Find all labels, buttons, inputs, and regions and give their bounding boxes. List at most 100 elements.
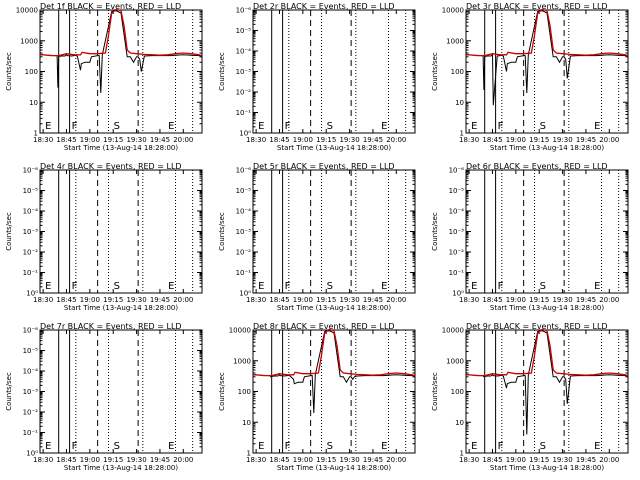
panel-det8r: Det 8r BLACK = Events, RED = LLD 18:30 18:… <box>218 322 416 472</box>
x-axis-label: Start Time (13-Aug-14 18:28:00) <box>277 304 391 312</box>
y-tick-label: 10 <box>455 99 464 107</box>
x-tick-label: 19:30 <box>552 136 572 144</box>
x-tick-label: 18:30 <box>459 136 479 144</box>
x-tick-label: 19:15 <box>316 296 336 304</box>
interval-marker-label: S <box>114 281 120 292</box>
x-tick-label: 18:30 <box>33 136 53 144</box>
x-tick-label: 19:00 <box>506 456 526 464</box>
y-tick-label: 10000 <box>442 327 464 335</box>
y-tick-label: 10⁻⁶ <box>23 167 39 175</box>
y-tick-label: 10⁻² <box>236 89 252 97</box>
x-tick-label: 19:00 <box>80 136 100 144</box>
y-tick-label: 1000 <box>446 37 464 45</box>
y-tick-label: 10⁻¹ <box>236 269 252 277</box>
plot-frame <box>252 9 416 134</box>
x-tick-label: 18:45 <box>269 136 289 144</box>
interval-marker-label: F <box>498 281 504 292</box>
y-tick-label: 10⁻⁴ <box>236 208 252 216</box>
y-tick-label: 100 <box>451 68 464 76</box>
series-line-lld <box>465 328 629 377</box>
interval-marker-label: E <box>381 281 387 292</box>
interval-marker-label: F <box>72 281 78 292</box>
x-tick-label: 20:00 <box>386 456 406 464</box>
y-tick-label: 1000 <box>446 357 464 365</box>
x-tick-label: 19:30 <box>339 456 359 464</box>
x-tick-label: 19:45 <box>363 136 383 144</box>
x-tick-label: 19:00 <box>506 136 526 144</box>
y-tick-label: 10 <box>242 419 251 427</box>
y-tick-label: 10⁻⁵ <box>236 187 252 195</box>
x-tick-label: 18:30 <box>246 136 266 144</box>
y-tick-label: 10⁻¹ <box>23 429 39 437</box>
x-tick-label: 19:45 <box>150 456 170 464</box>
plot-frame <box>252 329 416 454</box>
x-tick-label: 19:30 <box>552 456 572 464</box>
plot-frame <box>465 329 629 454</box>
x-tick-label: 20:00 <box>599 136 619 144</box>
y-tick-label: 10⁻³ <box>449 228 465 236</box>
x-tick-label: 18:45 <box>482 456 502 464</box>
y-tick-label: 10⁻⁶ <box>236 167 252 175</box>
y-tick-label: 10⁻⁶ <box>236 7 252 15</box>
panel-det7r: Det 7r BLACK = Events, RED = LLD 18:30 18:… <box>5 322 203 472</box>
series-line-lld <box>39 8 203 57</box>
x-tick-label: 19:45 <box>576 136 596 144</box>
x-tick-label: 19:00 <box>293 456 313 464</box>
x-axis-label: Start Time (13-Aug-14 18:28:00) <box>64 144 178 152</box>
x-tick-label: 18:45 <box>56 296 76 304</box>
y-tick-label: 10⁻³ <box>23 228 39 236</box>
x-tick-label: 18:30 <box>459 456 479 464</box>
x-tick-label: 19:00 <box>293 136 313 144</box>
y-tick-label: 10⁻⁵ <box>23 187 39 195</box>
x-tick-label: 19:30 <box>552 296 572 304</box>
y-axis-label: Counts/sec <box>431 52 439 91</box>
panel-det6r: Det 6r BLACK = Events, RED = LLD 18:30 18:… <box>431 162 629 312</box>
x-tick-label: 19:15 <box>529 136 549 144</box>
y-tick-label: 10000 <box>16 7 38 15</box>
x-tick-label: 19:00 <box>506 296 526 304</box>
panel-det1f: Det 1f BLACK = Events, RED = LLD 18:30 18:… <box>5 2 203 152</box>
panel-title: Det 3r BLACK = Events, RED = LLD <box>466 2 608 11</box>
y-axis-label: Counts/sec <box>5 212 13 251</box>
y-tick-label: 10⁰ <box>239 290 251 298</box>
panel-title: Det 4r BLACK = Events, RED = LLD <box>40 162 182 171</box>
y-tick-label: 1000 <box>233 357 251 365</box>
y-tick-label: 10⁰ <box>452 290 464 298</box>
y-tick-label: 10⁻⁴ <box>236 48 252 56</box>
x-tick-label: 20:00 <box>173 296 193 304</box>
x-tick-label: 18:45 <box>482 296 502 304</box>
panel-det4r: Det 4r BLACK = Events, RED = LLD 18:30 18:… <box>5 162 203 312</box>
interval-marker-label: E <box>258 441 264 452</box>
interval-marker-label: E <box>168 121 174 132</box>
x-axis-label: Start Time (13-Aug-14 18:28:00) <box>277 464 391 472</box>
x-tick-label: 18:30 <box>33 456 53 464</box>
x-tick-label: 19:45 <box>363 296 383 304</box>
y-tick-label: 10⁻⁴ <box>23 208 39 216</box>
panel-title: Det 1f BLACK = Events, RED = LLD <box>40 2 181 11</box>
interval-marker-label: E <box>381 441 387 452</box>
series-line-lld <box>465 8 629 57</box>
x-tick-label: 20:00 <box>173 456 193 464</box>
x-tick-label: 19:15 <box>316 456 336 464</box>
x-tick-label: 19:30 <box>126 136 146 144</box>
panel-det2r: Det 2r BLACK = Events, RED = LLD 18:30 18:… <box>218 2 416 152</box>
x-axis-label: Start Time (13-Aug-14 18:28:00) <box>490 464 604 472</box>
panel-det5r: Det 5r BLACK = Events, RED = LLD 18:30 18:… <box>218 162 416 312</box>
y-tick-label: 100 <box>25 68 38 76</box>
x-tick-label: 19:30 <box>339 136 359 144</box>
panel-det3r: Det 3r BLACK = Events, RED = LLD 18:30 18:… <box>431 2 629 152</box>
plot-frame <box>39 329 203 454</box>
x-tick-label: 20:00 <box>386 296 406 304</box>
series-line-events <box>39 10 203 94</box>
x-tick-label: 18:45 <box>269 456 289 464</box>
y-tick-label: 10⁻¹ <box>449 269 465 277</box>
x-tick-label: 19:15 <box>529 296 549 304</box>
panel-title: Det 7r BLACK = Events, RED = LLD <box>40 322 182 331</box>
x-tick-label: 20:00 <box>599 456 619 464</box>
x-tick-label: 18:30 <box>246 296 266 304</box>
panel-det9r: Det 9r BLACK = Events, RED = LLD 18:30 18:… <box>431 322 629 472</box>
interval-marker-label: F <box>498 121 504 132</box>
interval-marker-label: F <box>72 441 78 452</box>
x-axis-label: Start Time (13-Aug-14 18:28:00) <box>490 304 604 312</box>
